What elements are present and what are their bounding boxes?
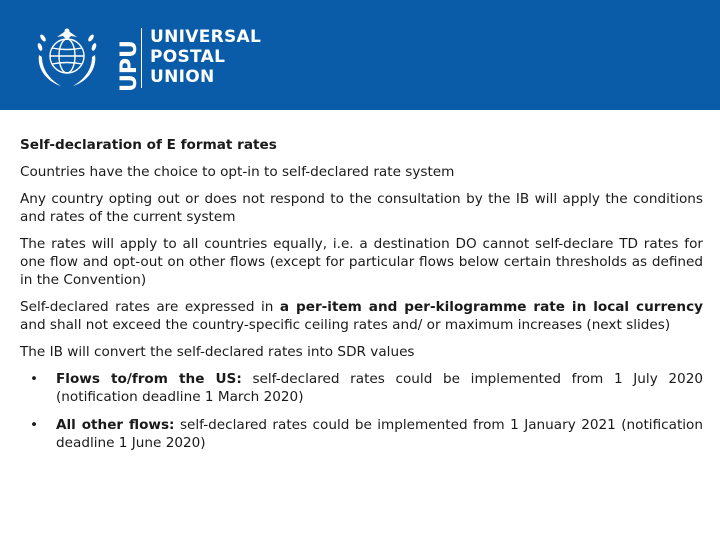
slide-content: Self-declaration of E format rates Count… bbox=[20, 136, 703, 462]
paragraph-opt-in: Countries have the choice to opt-in to s… bbox=[20, 164, 455, 180]
bullet-us-text: self-declared rates could be implemented… bbox=[56, 371, 704, 405]
bullet-item-other: • All other flows: self-declared rates co… bbox=[20, 416, 703, 452]
brand-line-2: POSTAL bbox=[150, 47, 226, 67]
upu-emblem-icon bbox=[37, 28, 97, 86]
currency-prefix: Self-declared rates are expressed in bbox=[20, 299, 280, 315]
bullet-list: • Flows to/from the US: self-declared rat… bbox=[20, 370, 703, 452]
paragraph-equal-rates: The rates will apply to all countries eq… bbox=[20, 236, 703, 288]
bullet-other-bold: All other flows: bbox=[56, 417, 175, 433]
currency-suffix: and shall not exceed the country-specifi… bbox=[20, 317, 671, 333]
brand-divider bbox=[141, 28, 142, 88]
brand-line-1: UNIVERSAL bbox=[150, 27, 262, 47]
bullet-marker: • bbox=[30, 417, 39, 433]
bullet-marker: • bbox=[30, 371, 39, 387]
bullet-item-us: • Flows to/from the US: self-declared rat… bbox=[20, 370, 703, 406]
bullet-us-bold: Flows to/from the US: bbox=[56, 371, 242, 387]
brand-line-3: UNION bbox=[150, 67, 215, 87]
header-banner: UPU UNIVERSAL POSTAL UNION bbox=[0, 0, 720, 110]
upu-vertical-logo: UPU bbox=[117, 40, 142, 92]
paragraph-currency: Self-declared rates are expressed in a p… bbox=[20, 298, 703, 334]
currency-bold: a per-item and per-kilogramme rate in lo… bbox=[279, 299, 703, 315]
brand-wordmark: UNIVERSAL POSTAL UNION bbox=[150, 27, 261, 87]
slide-title: Self-declaration of E format rates bbox=[20, 137, 277, 153]
upu-vertical-text: UPU bbox=[117, 40, 142, 92]
paragraph-opt-out: Any country opting out or does not respo… bbox=[20, 191, 703, 225]
bullet-other-text: self-declared rates could be implemented… bbox=[56, 417, 703, 451]
paragraph-sdr: The IB will convert the self-declared ra… bbox=[20, 344, 415, 360]
